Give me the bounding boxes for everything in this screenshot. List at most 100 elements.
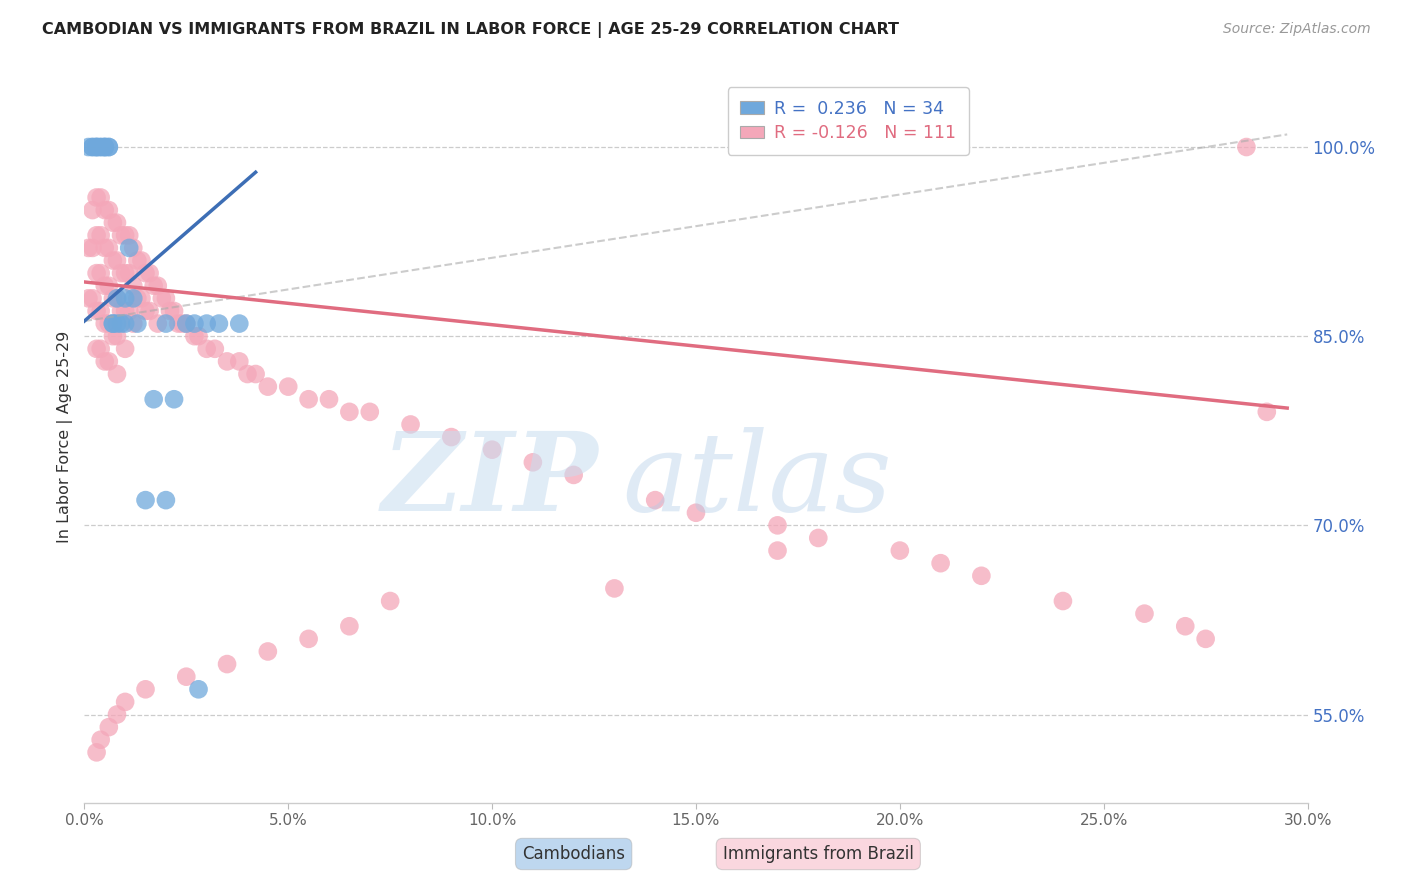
Text: Immigrants from Brazil: Immigrants from Brazil [723,845,914,863]
Point [114,342,136,356]
Point [131,253,153,268]
Point [195,317,218,331]
Point [562,467,585,482]
Point [101,216,124,230]
Point [77,140,100,154]
Point [97,720,120,734]
Point [90,304,112,318]
Point [97,317,120,331]
Point [93,278,115,293]
Point [1195,632,1218,646]
Point [93,140,115,154]
Point [82,241,104,255]
Point [122,241,145,255]
Point [359,405,381,419]
Point [90,342,112,356]
Point [138,304,160,318]
Point [208,317,231,331]
Point [150,291,173,305]
Point [97,278,120,293]
Point [685,506,707,520]
Point [86,140,108,154]
Point [174,317,197,331]
Point [155,493,177,508]
Point [135,304,157,318]
Point [236,367,259,381]
Point [110,304,132,318]
Point [481,442,503,457]
Point [339,619,361,633]
Point [522,455,544,469]
Text: atlas: atlas [623,427,893,534]
Point [86,304,108,318]
Point [1174,619,1197,633]
Point [970,569,993,583]
Point [97,140,120,154]
Point [114,695,136,709]
Point [187,682,209,697]
Point [93,317,115,331]
Point [97,203,120,218]
Point [603,582,626,596]
Text: Cambodians: Cambodians [522,845,626,863]
Point [105,367,128,381]
Point [163,304,186,318]
Point [138,266,160,280]
Point [118,241,141,255]
Point [86,342,108,356]
Point [82,140,104,154]
Point [97,354,120,368]
Point [1133,607,1156,621]
Point [174,670,197,684]
Point [114,291,136,305]
Point [93,140,115,154]
Point [228,354,250,368]
Point [97,241,120,255]
Point [90,228,112,243]
Point [118,228,141,243]
Point [118,304,141,318]
Point [257,379,280,393]
Point [929,556,952,570]
Point [135,493,157,508]
Point [122,291,145,305]
Point [114,228,136,243]
Point [146,278,169,293]
Point [77,291,100,305]
Point [277,379,299,393]
Point [163,392,186,407]
Point [257,644,280,658]
Point [105,216,128,230]
Point [101,317,124,331]
Point [114,266,136,280]
Point [90,190,112,204]
Point [146,317,169,331]
Point [110,228,132,243]
Point [86,266,108,280]
Point [93,241,115,255]
Point [135,682,157,697]
Point [101,253,124,268]
Point [766,543,789,558]
Point [101,317,124,331]
Text: ZIP: ZIP [381,427,598,534]
Point [82,140,104,154]
Point [399,417,422,432]
Point [105,707,128,722]
Point [82,291,104,305]
Legend: R =  0.236   N = 34, R = -0.126   N = 111: R = 0.236 N = 34, R = -0.126 N = 111 [727,87,969,154]
Point [86,745,108,759]
Point [93,140,115,154]
Point [114,317,136,331]
Point [110,266,132,280]
Point [174,317,197,331]
Point [298,632,321,646]
Point [1052,594,1074,608]
Point [440,430,463,444]
Point [90,140,112,154]
Point [105,291,128,305]
Point [105,317,128,331]
Point [339,405,361,419]
Point [131,291,153,305]
Point [118,266,141,280]
